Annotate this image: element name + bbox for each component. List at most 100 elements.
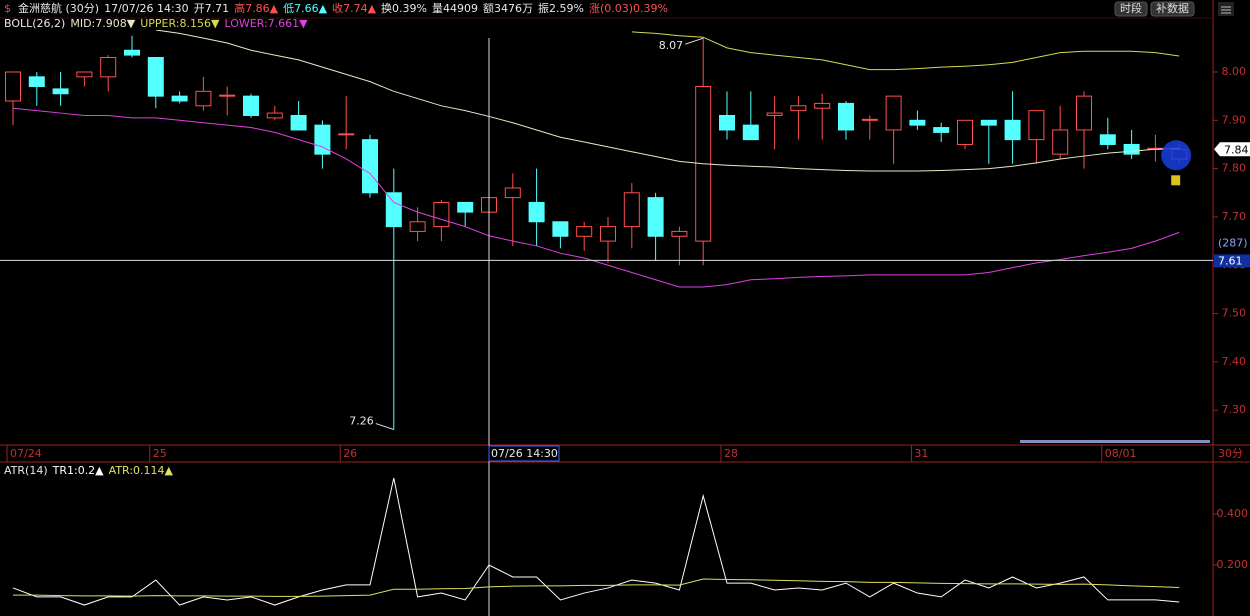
quote-field: 涨(0.03)0.39% — [589, 2, 668, 15]
candle-body — [290, 114, 307, 131]
boll-line — [12, 107, 1180, 288]
low-annotation: 7.26 — [349, 415, 374, 428]
toolbar-button[interactable] — [1114, 1, 1148, 17]
crosshair-count: (287) — [1218, 236, 1248, 249]
y-tick-label: 7.70 — [1222, 210, 1247, 223]
candle-body — [504, 187, 521, 199]
candle-body — [623, 192, 640, 228]
candle-body — [957, 119, 973, 145]
y-tick-label: 7.90 — [1222, 113, 1247, 126]
crosshair-x-label: 07/26 14:30 — [491, 447, 558, 460]
candle-body — [147, 56, 164, 97]
x-tick-label: 25 — [153, 447, 167, 460]
stock-name: 金洲慈航 (30分) — [18, 1, 99, 15]
quote-field: 开7.71 — [194, 2, 230, 15]
y-tick-label: 0.400 — [1217, 507, 1249, 520]
quote-field: 振2.59% — [538, 1, 584, 15]
candle-body — [980, 119, 997, 126]
candle-body — [457, 201, 474, 213]
x-tick-label: 08/01 — [1105, 447, 1137, 460]
candle-body — [314, 124, 331, 155]
indicator-label: BOLL(26,2) — [4, 17, 65, 30]
candle-body — [52, 88, 69, 95]
indicator-line — [12, 477, 1180, 606]
candle-body — [28, 76, 45, 87]
y-tick-label: 7.50 — [1222, 307, 1247, 320]
scroll-bar[interactable] — [1020, 440, 1210, 443]
candle-body — [1052, 129, 1069, 155]
candle-body — [1004, 119, 1021, 141]
y-tick-label: 7.40 — [1222, 355, 1247, 368]
crosshair-y-box — [1214, 254, 1250, 268]
quote-field: 换0.39% — [381, 1, 427, 15]
current-bar-marker[interactable] — [1161, 140, 1192, 171]
x-tick-label: 28 — [724, 447, 738, 460]
candle-body — [124, 49, 140, 56]
candle-body — [766, 112, 783, 116]
candle-body — [1123, 143, 1140, 155]
menu-button[interactable] — [1218, 2, 1234, 16]
candle-body — [600, 226, 616, 242]
legend-entry: MID:7.908▼ — [70, 17, 135, 30]
y-tick-label: 7.80 — [1222, 162, 1247, 175]
candle-body — [1076, 95, 1092, 131]
menu-icon — [1221, 6, 1231, 14]
last-price-box — [1214, 142, 1250, 157]
x-tick-label: 07/24 — [10, 447, 42, 460]
candle-body — [1028, 110, 1045, 141]
boll-line — [155, 30, 1180, 172]
candle-body — [219, 94, 236, 97]
indicator-line — [13, 578, 1180, 597]
logo-icon: $ — [4, 2, 11, 15]
candle-body — [885, 95, 902, 131]
candle-body — [528, 201, 545, 223]
boll-line — [631, 31, 1180, 71]
event-flag — [1171, 175, 1181, 186]
candle-body — [266, 112, 283, 119]
last-price-label: 7.84 — [1224, 143, 1249, 156]
toolbar-button-label: 补数据 — [1156, 1, 1189, 15]
candle-body — [338, 133, 355, 136]
candle-body — [1099, 134, 1116, 145]
y-tick-label: 8.00 — [1222, 65, 1247, 78]
annotation-leader — [685, 37, 704, 45]
quote-field: 低7.66▲ — [283, 2, 327, 15]
candle-body — [909, 119, 926, 126]
y-tick-label: 7.30 — [1222, 403, 1247, 416]
x-tick-label: 31 — [914, 447, 928, 460]
x-tick-label: 26 — [343, 447, 357, 460]
quote-field: 高7.86▲ — [234, 1, 278, 15]
candle-body — [790, 105, 807, 112]
candle-body — [814, 102, 831, 109]
toolbar-button[interactable] — [1150, 1, 1195, 17]
candle-body — [409, 221, 426, 232]
x-axis-label: 30分 — [1218, 447, 1243, 460]
candle-body — [243, 95, 259, 116]
bar-time: 17/07/26 14:30 — [104, 2, 189, 15]
candle-body — [76, 71, 93, 78]
legend-entry: LOWER:7.661▼ — [224, 17, 308, 30]
candle-body — [195, 90, 212, 107]
indicator-label: ATR(14) — [4, 464, 48, 477]
candle-body — [647, 197, 664, 237]
legend-entry: UPPER:8.156▼ — [140, 17, 220, 30]
candle-body — [576, 226, 593, 237]
plot-area — [12, 477, 1180, 606]
candle-body — [742, 124, 759, 141]
candle-body — [719, 114, 735, 131]
candle-body — [5, 71, 21, 102]
candle-body — [933, 127, 950, 133]
candle-body — [385, 192, 402, 228]
quote-field: 额3476万 — [483, 2, 533, 15]
candle-body — [171, 95, 188, 102]
plot-area — [5, 30, 1188, 430]
crosshair-y-label: 7.61 — [1218, 254, 1243, 267]
candle-body — [100, 56, 117, 78]
y-tick-label: 0.200 — [1217, 558, 1249, 571]
quote-field: 量44909 — [432, 2, 478, 15]
candle-body — [552, 221, 569, 237]
annotation-leader — [375, 423, 394, 431]
